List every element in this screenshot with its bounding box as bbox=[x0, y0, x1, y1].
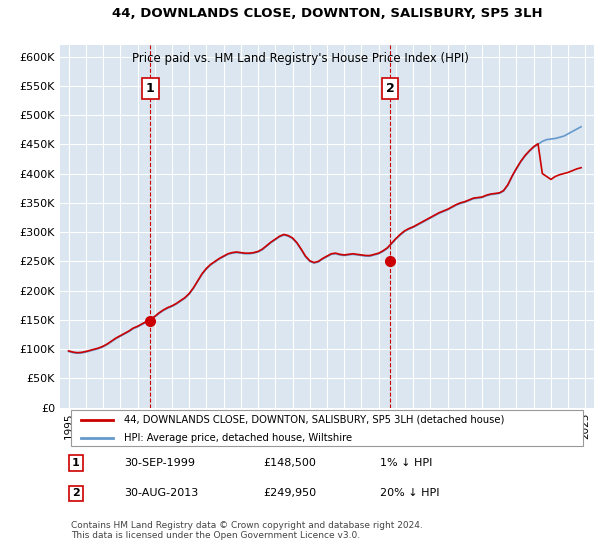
Text: 44, DOWNLANDS CLOSE, DOWNTON, SALISBURY, SP5 3LH (detached house): 44, DOWNLANDS CLOSE, DOWNTON, SALISBURY,… bbox=[124, 415, 505, 425]
Text: 1: 1 bbox=[72, 458, 80, 468]
Text: £249,950: £249,950 bbox=[263, 488, 316, 498]
FancyBboxPatch shape bbox=[71, 410, 583, 446]
Text: 1% ↓ HPI: 1% ↓ HPI bbox=[380, 458, 433, 468]
Text: 30-AUG-2013: 30-AUG-2013 bbox=[124, 488, 199, 498]
Text: 1: 1 bbox=[146, 82, 155, 95]
Text: HPI: Average price, detached house, Wiltshire: HPI: Average price, detached house, Wilt… bbox=[124, 433, 352, 443]
Text: £148,500: £148,500 bbox=[263, 458, 316, 468]
Text: Contains HM Land Registry data © Crown copyright and database right 2024.
This d: Contains HM Land Registry data © Crown c… bbox=[71, 521, 422, 540]
Text: 20% ↓ HPI: 20% ↓ HPI bbox=[380, 488, 440, 498]
Text: 2: 2 bbox=[72, 488, 80, 498]
Text: Price paid vs. HM Land Registry's House Price Index (HPI): Price paid vs. HM Land Registry's House … bbox=[131, 52, 469, 66]
Text: 2: 2 bbox=[386, 82, 395, 95]
Text: 30-SEP-1999: 30-SEP-1999 bbox=[124, 458, 195, 468]
Title: 44, DOWNLANDS CLOSE, DOWNTON, SALISBURY, SP5 3LH: 44, DOWNLANDS CLOSE, DOWNTON, SALISBURY,… bbox=[112, 7, 542, 20]
